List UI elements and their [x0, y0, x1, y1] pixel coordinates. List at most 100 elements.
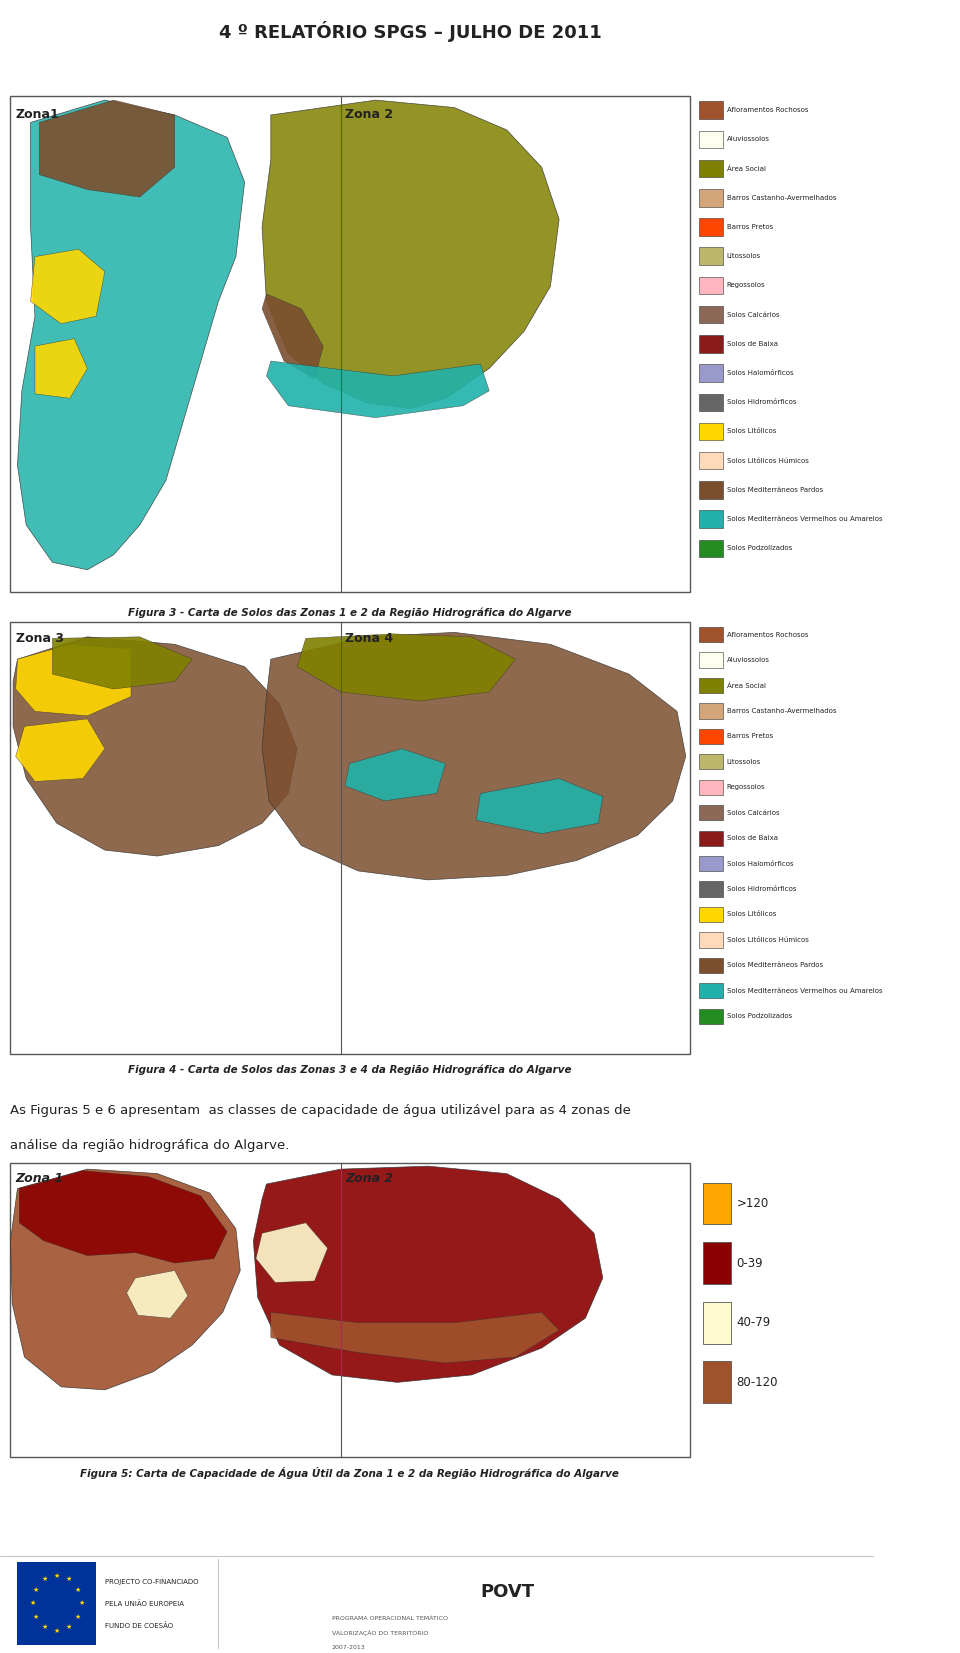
Bar — [699, 336, 723, 352]
Text: PELA UNIÃO EUROPEIA: PELA UNIÃO EUROPEIA — [105, 1600, 183, 1607]
Bar — [699, 678, 723, 693]
Bar — [699, 856, 723, 871]
Text: ★: ★ — [66, 1625, 72, 1630]
Bar — [699, 539, 723, 557]
Text: Solos Hidromórficos: Solos Hidromórficos — [727, 400, 797, 405]
Bar — [699, 881, 723, 896]
Text: Barros Castanho-Avermelhados: Barros Castanho-Avermelhados — [727, 195, 836, 200]
Bar — [699, 830, 723, 846]
Text: Regossolos: Regossolos — [727, 784, 765, 790]
Polygon shape — [11, 1169, 240, 1390]
Text: 4 º RELATÓRIO SPGS – JULHO DE 2011: 4 º RELATÓRIO SPGS – JULHO DE 2011 — [219, 21, 602, 41]
Text: ★: ★ — [54, 1628, 60, 1635]
Text: Regossolos: Regossolos — [727, 283, 765, 289]
Text: Área Social: Área Social — [727, 165, 766, 172]
Text: 0-39: 0-39 — [736, 1256, 763, 1270]
Text: Solos de Baixa: Solos de Baixa — [727, 341, 778, 347]
Text: 2007-2013: 2007-2013 — [332, 1645, 366, 1650]
Text: Zona1: Zona1 — [15, 107, 60, 121]
Polygon shape — [15, 719, 105, 782]
Polygon shape — [271, 1312, 559, 1364]
Bar — [699, 248, 723, 264]
Text: ★: ★ — [41, 1625, 48, 1630]
Polygon shape — [262, 633, 685, 879]
Bar — [699, 131, 723, 149]
Polygon shape — [17, 101, 245, 570]
Text: análise da região hidrográfica do Algarve.: análise da região hidrográfica do Algarv… — [11, 1139, 290, 1152]
Text: Figura 4 - Carta de Solos das Zonas 3 e 4 da Região Hidrográfica do Algarve: Figura 4 - Carta de Solos das Zonas 3 e … — [128, 1065, 571, 1074]
Text: Zona 2: Zona 2 — [345, 107, 394, 121]
Text: Aluviossolos: Aluviossolos — [727, 658, 770, 663]
Text: ★: ★ — [75, 1587, 81, 1592]
Text: Solos Hidromórficos: Solos Hidromórficos — [727, 886, 797, 893]
Text: Barros Pretos: Barros Pretos — [727, 225, 773, 230]
Bar — [699, 780, 723, 795]
Text: ★: ★ — [78, 1600, 84, 1607]
Text: 9: 9 — [909, 1593, 924, 1613]
Text: 80-120: 80-120 — [736, 1375, 778, 1389]
Bar — [11, 96, 690, 592]
Text: Solos de Baixa: Solos de Baixa — [727, 835, 778, 841]
Bar — [11, 1164, 690, 1456]
Bar — [699, 984, 723, 998]
Text: ★: ★ — [29, 1600, 36, 1607]
Bar — [699, 1008, 723, 1023]
Bar — [704, 1241, 732, 1284]
Bar — [699, 160, 723, 177]
Text: Aluviossolos: Aluviossolos — [727, 137, 770, 142]
Text: POVT: POVT — [481, 1582, 535, 1600]
Text: 40-79: 40-79 — [736, 1316, 771, 1329]
Polygon shape — [262, 101, 559, 408]
Polygon shape — [253, 1165, 603, 1382]
Bar — [704, 1303, 732, 1344]
Text: ★: ★ — [54, 1572, 60, 1579]
Bar — [699, 703, 723, 719]
Text: ★: ★ — [33, 1587, 38, 1592]
Text: Solos Calcários: Solos Calcários — [727, 810, 780, 815]
Bar — [699, 653, 723, 668]
Bar — [704, 1362, 732, 1403]
Text: Solos Podzolizados: Solos Podzolizados — [727, 545, 792, 552]
Text: Solos Calcários: Solos Calcários — [727, 312, 780, 317]
Bar — [17, 1562, 96, 1645]
Text: Zona 1: Zona 1 — [15, 1172, 64, 1185]
Text: Litossolos: Litossolos — [727, 253, 761, 260]
Text: VALORIZAÇÃO DO TERRITÓRIO: VALORIZAÇÃO DO TERRITÓRIO — [332, 1630, 428, 1636]
Bar — [699, 218, 723, 236]
Bar — [699, 451, 723, 469]
Text: Barros Castanho-Avermelhados: Barros Castanho-Avermelhados — [727, 707, 836, 714]
Text: Solos Litólicos Húmicos: Solos Litólicos Húmicos — [727, 458, 808, 464]
Text: Zona 3: Zona 3 — [15, 633, 63, 645]
Text: ★: ★ — [41, 1577, 48, 1582]
Polygon shape — [53, 636, 192, 689]
Text: Zona 2: Zona 2 — [345, 1172, 394, 1185]
Text: Solos Litólicos Húmicos: Solos Litólicos Húmicos — [727, 937, 808, 942]
Text: Solos Halomórficos: Solos Halomórficos — [727, 861, 794, 866]
Polygon shape — [13, 636, 297, 856]
Text: Afloramentos Rochosos: Afloramentos Rochosos — [727, 107, 808, 112]
Text: Litossolos: Litossolos — [727, 759, 761, 765]
Bar — [699, 276, 723, 294]
Polygon shape — [31, 250, 105, 324]
Text: Solos Mediterrâneos Vermelhos ou Amarelos: Solos Mediterrâneos Vermelhos ou Amarelo… — [727, 516, 882, 522]
Text: Solos Mediterrâneos Pardos: Solos Mediterrâneos Pardos — [727, 962, 823, 969]
Bar — [699, 481, 723, 499]
Text: FUNDO DE COESÃO: FUNDO DE COESÃO — [105, 1622, 173, 1628]
Polygon shape — [127, 1271, 188, 1317]
Polygon shape — [262, 294, 324, 379]
Text: Barros Pretos: Barros Pretos — [727, 734, 773, 739]
Text: Solos Halomórficos: Solos Halomórficos — [727, 370, 794, 377]
Text: ★: ★ — [33, 1615, 38, 1620]
Text: As Figuras 5 e 6 apresentam  as classes de capacidade de água utilizável para as: As Figuras 5 e 6 apresentam as classes d… — [11, 1104, 632, 1116]
Text: Solos Podzolizados: Solos Podzolizados — [727, 1013, 792, 1020]
Bar — [699, 393, 723, 412]
Polygon shape — [476, 779, 603, 833]
Bar — [699, 729, 723, 744]
Text: Figura 5: Carta de Capacidade de Água Útil da Zona 1 e 2 da Região Hidrográfica : Figura 5: Carta de Capacidade de Água Út… — [80, 1468, 619, 1479]
Text: PROJECTO CO-FINANCIADO: PROJECTO CO-FINANCIADO — [105, 1579, 199, 1585]
Polygon shape — [19, 1170, 228, 1263]
Bar — [11, 622, 690, 1055]
Bar — [699, 907, 723, 922]
Text: >120: >120 — [736, 1197, 769, 1210]
Bar — [699, 957, 723, 974]
